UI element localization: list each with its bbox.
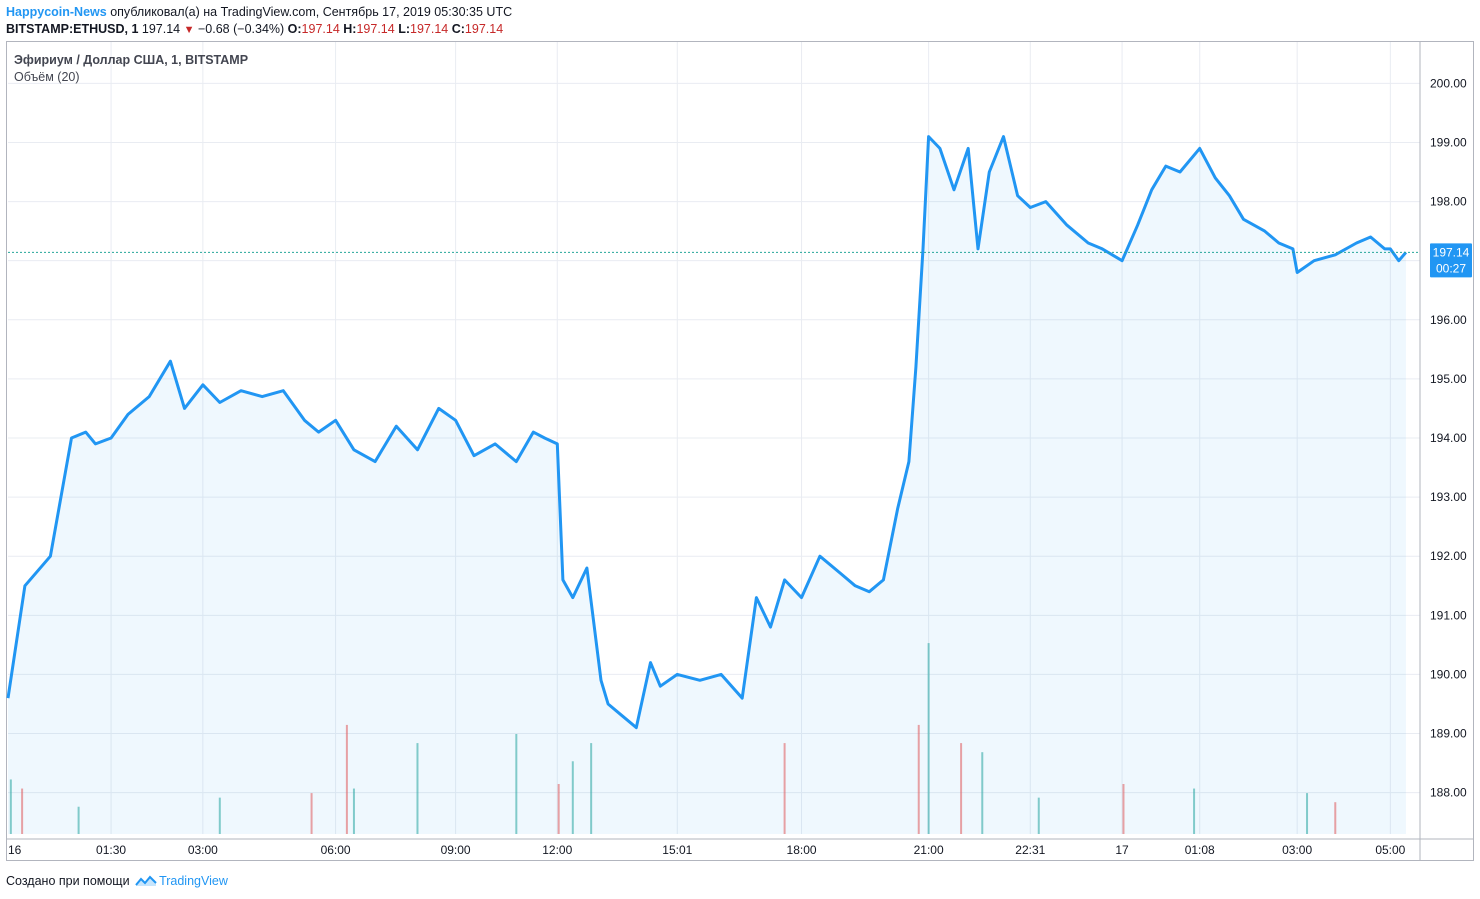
y-tick-label: 193.00 [1430,490,1467,504]
volume-bar [960,743,963,834]
high-value: 197.14 [356,22,395,36]
y-tick-label: 190.00 [1430,667,1467,681]
volume-bar [416,743,419,834]
close-label: C: [451,22,465,36]
series-name: Эфириум / Доллар США, 1, BITSTAMP [14,53,249,67]
ticker-line: BITSTAMP:ETHUSD, 1 197.14 ▼ −0.68 (−0.34… [6,22,503,36]
volume-bar [557,784,560,834]
publish-text: опубликовал(а) на TradingView.com, Сентя… [110,5,513,19]
volume-bar [515,734,518,834]
x-tick-label: 05:00 [1375,843,1405,857]
volume-bar [783,743,786,834]
y-tick-label: 191.00 [1430,608,1467,622]
price-series-line [6,135,1408,730]
x-tick-label: 03:00 [1282,843,1312,857]
volume-bar [1122,784,1125,834]
price-tag-value: 197.14 [1433,245,1470,259]
down-triangle-icon: ▼ [183,24,195,36]
y-tick-label: 195.00 [1430,372,1467,386]
volume-bar [1193,788,1196,834]
x-tick-label: 06:00 [321,843,351,857]
x-tick-label: 01:30 [96,843,126,857]
y-tick-label: 194.00 [1430,431,1467,445]
y-tick-label: 200.00 [1430,76,1467,90]
low-label: L: [398,22,410,36]
y-tick-label: 192.00 [1430,549,1467,563]
chart-legend: Эфириум / Доллар США, 1, BITSTAMP Объём … [14,53,248,84]
price-tag-countdown: 00:27 [1436,261,1466,275]
volume-bar [1306,793,1309,834]
y-tick-label: 196.00 [1430,313,1467,327]
x-tick-label: 03:00 [188,843,218,857]
price-area [8,136,1406,835]
y-tick-label: 188.00 [1430,786,1467,800]
x-tick-label: 09:00 [441,843,471,857]
price-tag: 197.14 00:27 [8,243,1472,278]
close-value: 197.14 [464,22,504,36]
y-tick-label: 189.00 [1430,727,1467,741]
volume-bar [310,793,313,834]
volume-label: Объём (20) [14,70,80,84]
volume-bar [590,743,593,834]
volume-bar [218,797,221,834]
footer: Создано при помощи TradingView [6,874,228,889]
volume-bar [917,724,920,834]
x-tick-label: 18:00 [787,843,817,857]
price-change: −0.68 (−0.34%) [198,22,285,36]
volume-bar [77,806,80,834]
publish-line: Happycoin-News опубликовал(а) на Trading… [6,5,512,19]
volume-bar [1334,802,1337,834]
volume-bar [1037,797,1040,834]
axes: 200.00199.00198.00197.00196.00195.00194.… [6,42,1474,861]
volume-bars [9,643,1337,834]
price-area-fill [8,136,1406,835]
y-tick-label: 199.00 [1430,135,1467,149]
tradingview-link[interactable]: TradingView [159,874,228,888]
low-value: 197.14 [410,22,449,36]
x-tick-label: 21:00 [914,843,944,857]
price-tag-box [1430,243,1472,278]
grid-lines [8,42,1420,834]
volume-bar [352,788,355,834]
x-tick-label: 16 [8,843,22,857]
x-tick-label: 12:00 [542,843,572,857]
volume-bar [21,788,24,834]
author-link[interactable]: Happycoin-News [6,5,107,19]
volume-bar [571,761,574,834]
volume-bar [927,643,930,834]
volume-bar [981,752,984,834]
x-tick-label: 22:31 [1015,843,1045,857]
open-label: O: [287,22,302,36]
last-price: 197.14 [141,22,181,36]
x-tick-label: 17 [1115,843,1129,857]
symbol-label: BITSTAMP:ETHUSD, 1 [6,22,139,36]
y-tick-label: 198.00 [1430,195,1467,209]
price-line [6,135,1408,730]
chart-frame[interactable] [6,41,1474,861]
open-value: 197.14 [301,22,340,36]
x-tick-label: 15:01 [662,843,692,857]
volume-bar [9,779,12,834]
tradingview-logo-icon [135,875,157,886]
volume-bar [345,724,348,834]
x-tick-label: 01:08 [1185,843,1215,857]
high-label: H: [343,22,357,36]
created-with-text: Создано при помощи [6,874,130,888]
